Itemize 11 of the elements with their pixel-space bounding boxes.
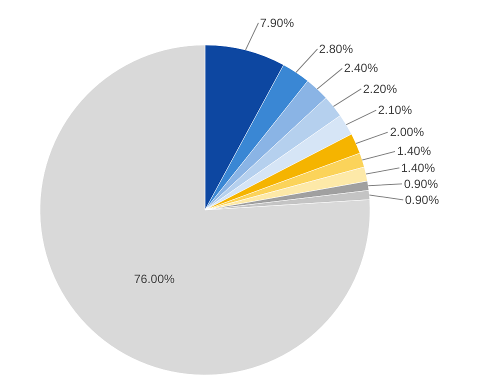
data-label: 0.90% [404,177,438,191]
data-label: 2.40% [344,61,378,75]
data-label: 1.40% [397,144,432,158]
data-label: 2.20% [363,82,398,96]
data-label: 2.00% [390,125,424,139]
data-label: 0.90% [405,193,440,207]
data-label: 2.10% [378,103,412,117]
data-label: 2.80% [319,42,354,56]
data-label: 1.40% [401,161,436,175]
data-label: 7.90% [260,16,294,30]
data-label: 76.00% [134,272,176,286]
